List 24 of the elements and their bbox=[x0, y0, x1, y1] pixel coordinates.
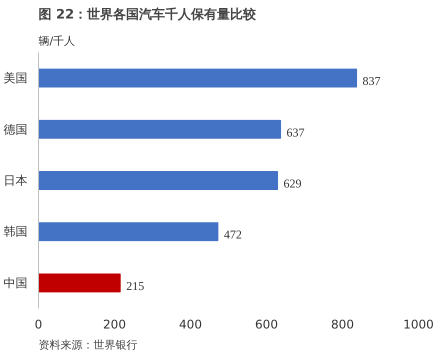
y-tick-label: 美国 bbox=[4, 71, 28, 86]
x-tick-label: 600 bbox=[255, 318, 278, 332]
y-tick-label: 日本 bbox=[4, 174, 28, 188]
text: 资料来源：世界银行 bbox=[38, 338, 138, 352]
bar bbox=[38, 120, 282, 139]
data-label: 215 bbox=[126, 278, 144, 293]
y-tick-label: 韩国 bbox=[4, 224, 28, 239]
data-label: 472 bbox=[224, 228, 242, 242]
x-tick-label: 400 bbox=[179, 318, 202, 332]
y-tick-label: 中国 bbox=[4, 276, 28, 290]
data-label: 837 bbox=[362, 74, 381, 88]
x-tick-label: 0 bbox=[34, 318, 42, 332]
y-axis-title: 辆/千人 bbox=[38, 34, 76, 48]
x-tick-label: 1000 bbox=[403, 318, 434, 332]
y-tick-label: 德国 bbox=[4, 122, 28, 136]
chart-title: 图 22：世界各国汽车千人保有量比较 bbox=[38, 6, 258, 22]
bar bbox=[38, 273, 121, 292]
bar bbox=[38, 222, 218, 242]
bar bbox=[38, 68, 358, 88]
data-label: 637 bbox=[286, 125, 305, 140]
x-tick-label: 200 bbox=[103, 318, 126, 332]
data-label: 629 bbox=[284, 176, 302, 190]
x-tick-label: 800 bbox=[331, 318, 354, 332]
bar bbox=[38, 171, 278, 190]
